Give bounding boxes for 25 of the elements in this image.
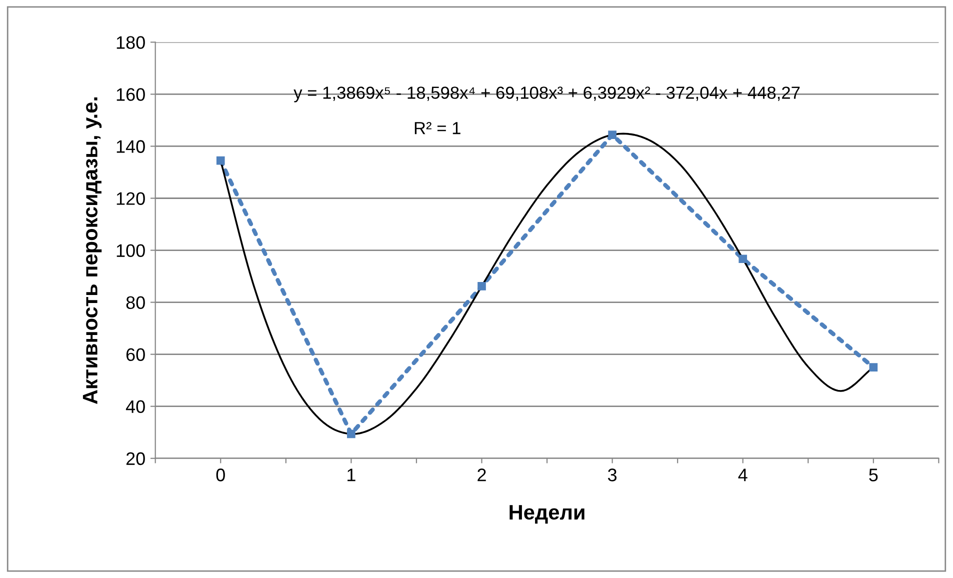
annotation: y = 1,3869x⁵ - 18,598x⁴ + 69,108x³ + 6,3929x² - 372,04x + 448,27 — [294, 86, 800, 102]
y-tick-label: 60 — [126, 348, 145, 362]
y-tick-label: 100 — [116, 244, 145, 257]
x-tick-label: 5 — [869, 468, 878, 482]
y-tick-label: 120 — [116, 192, 145, 205]
x-tick-label: 1 — [348, 468, 356, 482]
point — [216, 156, 225, 165]
y-tick-label: 140 — [116, 140, 145, 153]
point — [608, 130, 616, 139]
y-tick-label: 20 — [126, 452, 145, 466]
x-tick-label: 4 — [738, 468, 748, 482]
point — [478, 282, 486, 290]
y-tick-label: 160 — [116, 88, 145, 101]
point — [347, 430, 356, 438]
y-tick-label: 40 — [126, 400, 145, 414]
y-axis-title: Активность пероксидазы, у.е. — [82, 97, 102, 404]
x-tick-label: 0 — [216, 468, 225, 482]
y-tick-label: 80 — [126, 296, 145, 310]
point — [738, 254, 748, 264]
x-tick-label: 2 — [478, 468, 486, 482]
y-tick-label: 180 — [116, 36, 145, 49]
point — [869, 363, 878, 372]
annotation: R² = 1 — [414, 122, 460, 134]
x-tick-label: 3 — [608, 468, 617, 482]
x-axis-title: Недели — [510, 505, 584, 524]
